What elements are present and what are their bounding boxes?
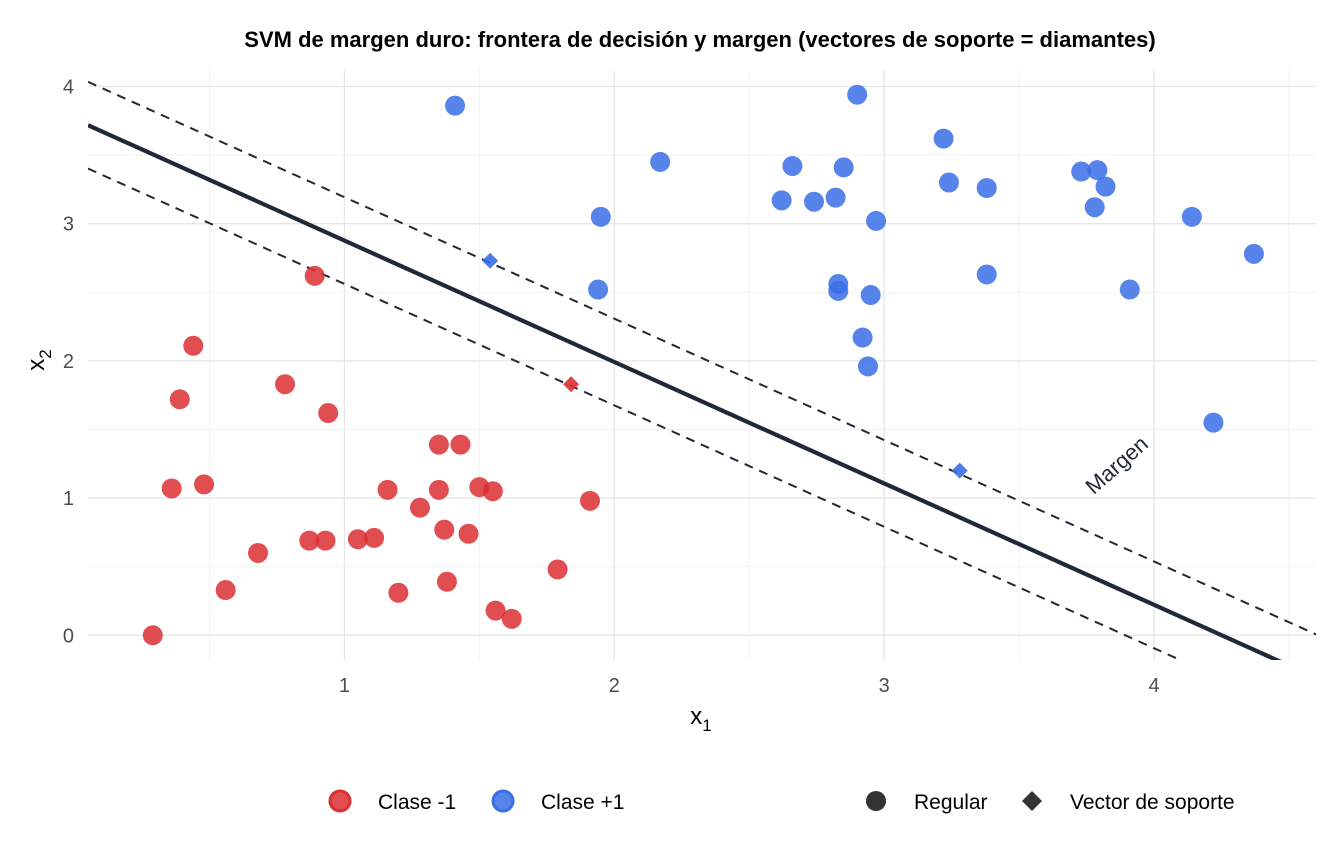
y-axis-title-main: x <box>23 359 50 371</box>
chart-title: SVM de margen duro: frontera de decisión… <box>244 27 1155 52</box>
legend-label-pos: Clase +1 <box>541 791 624 814</box>
data-point-neg <box>299 530 320 551</box>
data-point-neg <box>428 479 449 500</box>
data-point-neg <box>183 335 204 356</box>
support-vector-pos <box>482 252 499 269</box>
data-point-pos <box>650 151 671 172</box>
data-point-pos <box>866 210 887 231</box>
legend-label-diamond: Vector de soporte <box>1070 791 1235 814</box>
x-tick-label: 4 <box>1149 675 1160 697</box>
data-point-neg <box>450 434 471 455</box>
legend-key-regular <box>866 791 886 811</box>
data-point-pos <box>1095 176 1116 197</box>
data-point-neg <box>485 600 506 621</box>
data-point-neg <box>377 479 398 500</box>
decision-boundary <box>88 123 1282 660</box>
data-point-neg <box>364 527 385 548</box>
data-point-pos <box>976 178 997 198</box>
legend-key-pos <box>491 789 515 813</box>
data-point-pos <box>445 95 466 116</box>
data-point-pos <box>1119 279 1140 300</box>
data-point-pos <box>782 156 803 177</box>
data-point-neg <box>275 374 296 395</box>
data-point-pos <box>771 190 792 211</box>
data-point-pos <box>828 280 849 301</box>
data-point-neg <box>579 490 600 511</box>
data-point-neg <box>501 608 522 629</box>
data-point-pos <box>833 157 854 178</box>
data-point-pos <box>1203 412 1224 433</box>
legend-label-neg: Clase -1 <box>378 791 456 814</box>
y-axis-title-subscript: 2 <box>36 349 55 358</box>
x-axis-title-subscript: 1 <box>702 716 711 735</box>
data-point-neg <box>318 403 339 424</box>
decision-lines <box>88 80 1316 660</box>
data-point-pos <box>1087 160 1108 181</box>
data-point-neg <box>248 542 269 563</box>
data-point-neg <box>194 474 215 495</box>
x-axis-title-main: x <box>690 703 702 730</box>
data-point-neg <box>436 571 457 592</box>
data-point-neg <box>304 265 325 286</box>
support-vector-neg <box>563 376 580 393</box>
grid <box>88 70 1316 660</box>
data-point-pos <box>933 128 954 149</box>
support-vector-pos <box>951 462 968 479</box>
x-axis-title: x1 <box>690 703 711 735</box>
data-point-neg <box>388 582 409 603</box>
legend-label-circle: Regular <box>914 791 988 814</box>
data-point-pos <box>1243 243 1264 264</box>
data-point-pos <box>852 327 873 348</box>
data-point-neg <box>434 519 455 540</box>
x-tick-label: 2 <box>609 675 620 697</box>
data-point-pos <box>825 187 846 208</box>
margin-line-lower <box>88 167 1183 660</box>
y-tick-label: 1 <box>63 488 74 510</box>
legend-key-neg <box>328 789 352 813</box>
data-point-neg <box>547 559 568 580</box>
legend: Clase -1 Clase +1 Regular Vector de soporte <box>328 789 1235 814</box>
data-point-neg <box>347 529 368 550</box>
y-tick-label: 4 <box>63 76 74 98</box>
data-point-pos <box>847 84 868 105</box>
data-point-pos <box>1084 197 1105 218</box>
y-tick-label: 3 <box>63 214 74 236</box>
data-point-pos <box>976 264 997 285</box>
data-point-pos <box>804 191 825 212</box>
y-axis-title: x2 <box>23 349 55 370</box>
tick-labels: 1 2 3 4 0 1 2 3 4 <box>63 76 1160 697</box>
data-point-pos <box>938 172 959 193</box>
data-point-pos <box>588 279 609 300</box>
margin-annotation: Margen <box>1080 431 1152 499</box>
x-tick-label: 3 <box>879 675 890 697</box>
data-point-pos <box>860 285 881 306</box>
data-points <box>142 84 1264 646</box>
margin-line-upper <box>88 80 1316 636</box>
data-point-neg <box>161 478 182 499</box>
data-point-neg <box>428 434 449 455</box>
y-tick-label: 0 <box>63 625 74 647</box>
x-tick-label: 1 <box>339 675 350 697</box>
data-point-neg <box>315 530 336 551</box>
data-point-neg <box>458 523 479 544</box>
data-point-pos <box>1181 206 1202 227</box>
data-point-neg <box>142 625 163 646</box>
y-tick-label: 2 <box>63 351 74 373</box>
data-point-neg <box>409 497 430 518</box>
legend-key-support-vector <box>1022 791 1042 811</box>
data-point-neg <box>215 580 236 601</box>
data-point-pos <box>1071 161 1092 182</box>
data-point-neg <box>169 389 190 410</box>
data-point-pos <box>590 206 611 227</box>
data-point-pos <box>857 356 878 377</box>
data-point-neg <box>482 481 503 502</box>
